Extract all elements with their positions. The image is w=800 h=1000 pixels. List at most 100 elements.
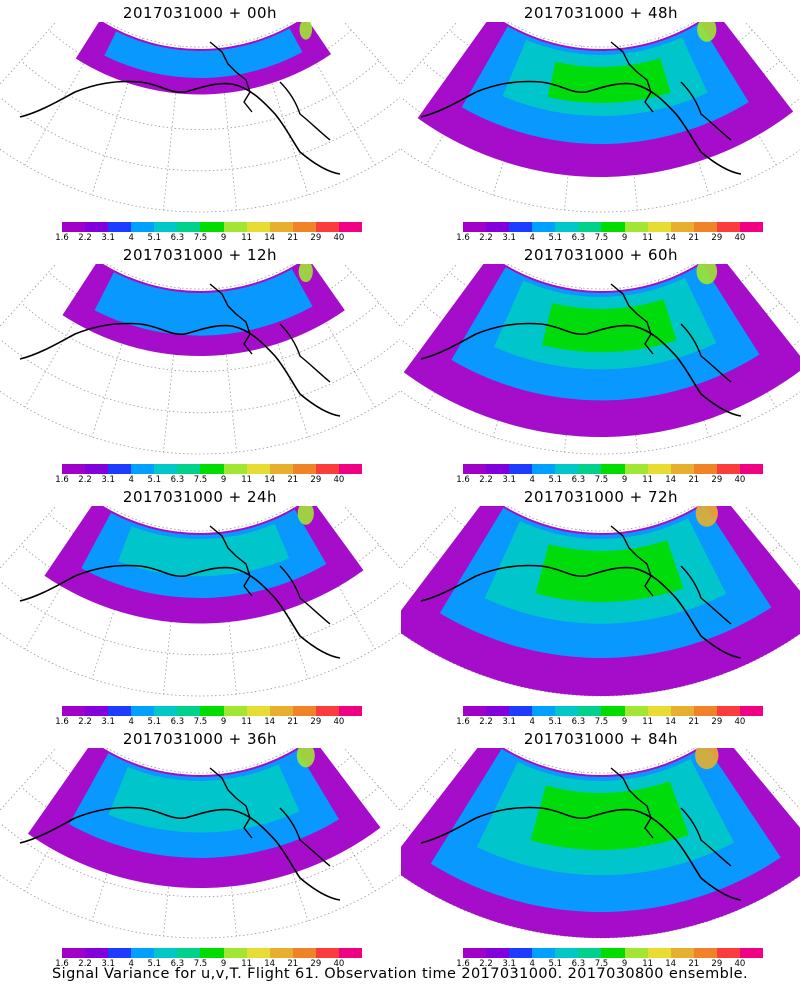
colorbar-tick-label: 40 bbox=[734, 475, 746, 485]
colorbar-tick-label: 21 bbox=[287, 959, 299, 969]
colorbar-swatch bbox=[624, 464, 648, 474]
colorbar-tick-label: 11 bbox=[241, 959, 253, 969]
colorbar-swatch bbox=[647, 948, 671, 958]
colorbar-tick-label: 2.2 bbox=[78, 233, 92, 243]
colorbar-swatch bbox=[177, 222, 201, 232]
meridian-gridline bbox=[218, 45, 237, 211]
colorbar-swatch bbox=[154, 222, 178, 232]
colorbar-tick-label: 1.6 bbox=[55, 233, 69, 243]
colorbar-tick-label: 40 bbox=[734, 233, 746, 243]
colorbar-labels: 1.6 2.2 3.1 4 5.1 6.3 7.5 9 11 14 21 29 40 bbox=[50, 717, 370, 729]
colorbar-tick-label: 9 bbox=[220, 717, 227, 727]
colorbar-tick-label: 4 bbox=[128, 475, 134, 485]
colorbar-swatch bbox=[62, 948, 86, 958]
colorbar-tick-label: 14 bbox=[665, 717, 677, 727]
colorbar-swatch bbox=[269, 222, 293, 232]
variance-region bbox=[108, 764, 300, 833]
colorbar-swatch bbox=[131, 222, 155, 232]
colorbar-tick-label: 6.3 bbox=[170, 233, 185, 243]
colorbar-tick-label: 11 bbox=[642, 959, 654, 969]
colorbar-tick-label: 4 bbox=[529, 233, 535, 243]
colorbar-swatch bbox=[532, 222, 556, 232]
latitude-gridline bbox=[0, 390, 400, 455]
colorbar-tick-label: 6.3 bbox=[571, 717, 586, 727]
coastline bbox=[680, 81, 732, 141]
colorbar-swatch bbox=[509, 464, 533, 474]
colorbar-swatch bbox=[200, 706, 224, 716]
variance-maximum bbox=[298, 264, 313, 283]
colorbar-tick-label: 21 bbox=[688, 233, 700, 243]
coastline bbox=[420, 80, 742, 175]
variance-region bbox=[104, 28, 303, 79]
colorbar-swatch bbox=[223, 222, 247, 232]
colorbar-swatch bbox=[601, 706, 625, 716]
figure-caption: Signal Variance for u,v,T. Flight 61. Ob… bbox=[52, 966, 748, 982]
colorbar-tick-label: 9 bbox=[220, 233, 227, 243]
colorbar-swatch bbox=[463, 464, 487, 474]
colorbar bbox=[463, 948, 764, 958]
variance-maximum bbox=[695, 506, 718, 527]
colorbar-tick-label: 3.1 bbox=[502, 233, 516, 243]
polar-map bbox=[401, 506, 800, 697]
colorbar-tick-label: 1.6 bbox=[456, 959, 470, 969]
colorbar-swatch bbox=[739, 706, 764, 716]
colorbar-tick-label: 29 bbox=[310, 233, 322, 243]
coastline bbox=[279, 807, 331, 867]
meridian-gridline bbox=[619, 45, 638, 211]
colorbar-swatch bbox=[716, 464, 740, 474]
colorbar-swatch bbox=[62, 464, 86, 474]
colorbar-swatch bbox=[108, 222, 132, 232]
meridian-gridline bbox=[292, 264, 376, 408]
colorbar-swatch bbox=[315, 464, 339, 474]
variance-region bbox=[94, 269, 313, 336]
colorbar-swatch bbox=[693, 706, 717, 716]
colorbar-swatch bbox=[246, 222, 270, 232]
colorbar-tick-label: 1.6 bbox=[55, 717, 69, 727]
colorbar-swatch bbox=[85, 706, 109, 716]
colorbar-tick-label: 40 bbox=[333, 959, 345, 969]
polar-map bbox=[401, 748, 800, 939]
meridian-gridline bbox=[0, 22, 57, 85]
colorbar-swatch bbox=[62, 222, 86, 232]
colorbar-swatch bbox=[624, 222, 648, 232]
coastline bbox=[680, 565, 732, 625]
colorbar-tick-label: 4 bbox=[529, 717, 535, 727]
colorbar-tick-label: 5.1 bbox=[147, 233, 162, 243]
latitude-gridline bbox=[0, 96, 400, 172]
colorbar-swatch bbox=[85, 948, 109, 958]
meridian-gridline bbox=[292, 22, 376, 166]
colorbar-swatch bbox=[693, 222, 717, 232]
colorbar-tick-label: 7.5 bbox=[193, 959, 208, 969]
colorbar-swatch bbox=[154, 706, 178, 716]
meridian-gridline bbox=[425, 22, 509, 166]
panel-title: 2017031000 + 24h bbox=[122, 488, 278, 506]
colorbar-tick-label: 40 bbox=[333, 233, 345, 243]
forecast-panel: 2017031000 + 24h 1.6 2.2 3.1 4 5.1 6.3 7.5 9 11 14… bbox=[0, 484, 400, 729]
colorbar-tick-label: 9 bbox=[621, 717, 628, 727]
colorbar-swatch bbox=[509, 948, 533, 958]
colorbar-swatch bbox=[154, 948, 178, 958]
panel-title: 2017031000 + 72h bbox=[523, 488, 679, 506]
colorbar-swatch bbox=[739, 222, 764, 232]
colorbar-tick-label: 14 bbox=[665, 959, 677, 969]
colorbar-swatch bbox=[532, 706, 556, 716]
colorbar-swatch bbox=[532, 464, 556, 474]
colorbar-tick-label: 14 bbox=[665, 475, 677, 485]
colorbar-swatch bbox=[246, 948, 270, 958]
colorbar bbox=[62, 464, 363, 474]
colorbar-tick-label: 6.3 bbox=[170, 959, 185, 969]
colorbar-tick-label: 5.1 bbox=[147, 959, 162, 969]
colorbar-tick-label: 5.1 bbox=[548, 475, 563, 485]
coastline bbox=[680, 323, 732, 383]
colorbar-swatch bbox=[670, 222, 694, 232]
polar-map bbox=[0, 748, 400, 939]
colorbar-tick-label: 1.6 bbox=[456, 475, 470, 485]
colorbar-tick-label: 14 bbox=[264, 717, 276, 727]
meridian-gridline bbox=[256, 279, 309, 437]
meridian-gridline bbox=[163, 771, 182, 937]
colorbar-tick-label: 6.3 bbox=[571, 959, 586, 969]
colorbar-swatch bbox=[693, 948, 717, 958]
colorbar-swatch bbox=[62, 706, 86, 716]
colorbar-swatch bbox=[647, 706, 671, 716]
colorbar-tick-label: 40 bbox=[333, 717, 345, 727]
